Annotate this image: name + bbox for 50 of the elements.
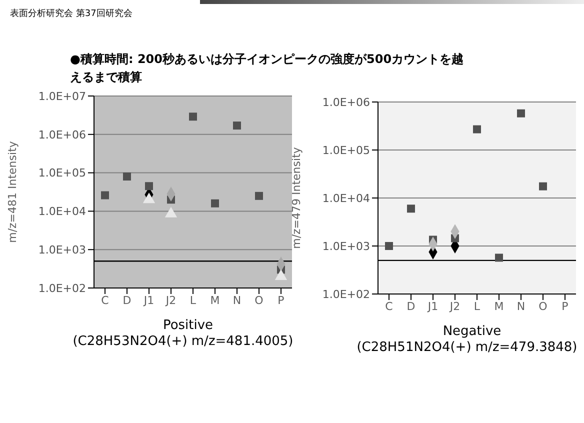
text: 表面分析研究会 第37回研究会 <box>10 8 132 20</box>
point <box>407 204 415 213</box>
x-tick-label: P <box>562 300 569 313</box>
y-tick-label: 1.0E+04 <box>322 192 370 205</box>
point <box>473 125 481 134</box>
x-tick-label: J1 <box>142 294 154 307</box>
y-axis-title: m/z=479 Intensity <box>290 146 303 249</box>
x-tick-label: D <box>406 300 416 313</box>
point <box>101 191 109 200</box>
y-tick-label: 1.0E+07 <box>38 90 86 103</box>
x-tick-label: J2 <box>448 300 460 313</box>
point <box>189 112 197 121</box>
chart-title: ●積算時間: 200秒あるいは分子イオンピークの強度が500カウントを越えるまで積算 <box>70 51 465 86</box>
x-axis-title: Negative <box>442 324 502 340</box>
x-tick-label: L <box>474 300 481 313</box>
point <box>517 109 525 118</box>
y-tick-label: 1.0E+03 <box>38 244 86 257</box>
point <box>495 254 503 262</box>
x-tick-label: M <box>494 300 504 313</box>
x-tick-label: O <box>538 300 548 313</box>
x-tick-label: J2 <box>164 294 176 307</box>
x-tick-label: O <box>254 294 264 307</box>
y-axis-title: m/z=481 Intensity <box>6 140 19 243</box>
text: (C28H51N2O4(+) m/z=479.3848) <box>356 340 578 356</box>
x-tick-label: C <box>385 300 394 313</box>
point <box>145 182 153 190</box>
text: (C28H53N2O4(+) m/z=481.4005) <box>72 334 294 350</box>
y-tick-label: 1.0E+06 <box>38 128 86 142</box>
x-tick-label: N <box>516 300 526 313</box>
point <box>385 242 393 250</box>
x-tick-label: M <box>210 294 220 307</box>
y-tick-label: 1.0E+04 <box>38 205 86 218</box>
x-tick-label: C <box>101 294 110 307</box>
x-tick-label: L <box>190 294 197 307</box>
y-tick-label: 1.0E+02 <box>38 282 86 295</box>
x-tick-label: D <box>122 294 132 307</box>
y-tick-label: 1.0E+05 <box>322 144 370 157</box>
y-tick-label: 1.0E+05 <box>38 166 86 180</box>
point <box>539 182 547 190</box>
x-tick-label: N <box>232 294 242 307</box>
y-tick-label: 1.0E+02 <box>322 288 370 301</box>
y-tick-label: 1.0E+06 <box>322 96 370 109</box>
x-tick-label: P <box>278 294 285 307</box>
point <box>255 192 263 200</box>
x-axis-title: Positive <box>162 318 214 334</box>
point <box>211 199 219 208</box>
x-tick-label: J1 <box>426 300 438 313</box>
y-tick-label: 1.0E+03 <box>322 240 370 253</box>
point <box>123 172 131 181</box>
point <box>233 122 241 130</box>
